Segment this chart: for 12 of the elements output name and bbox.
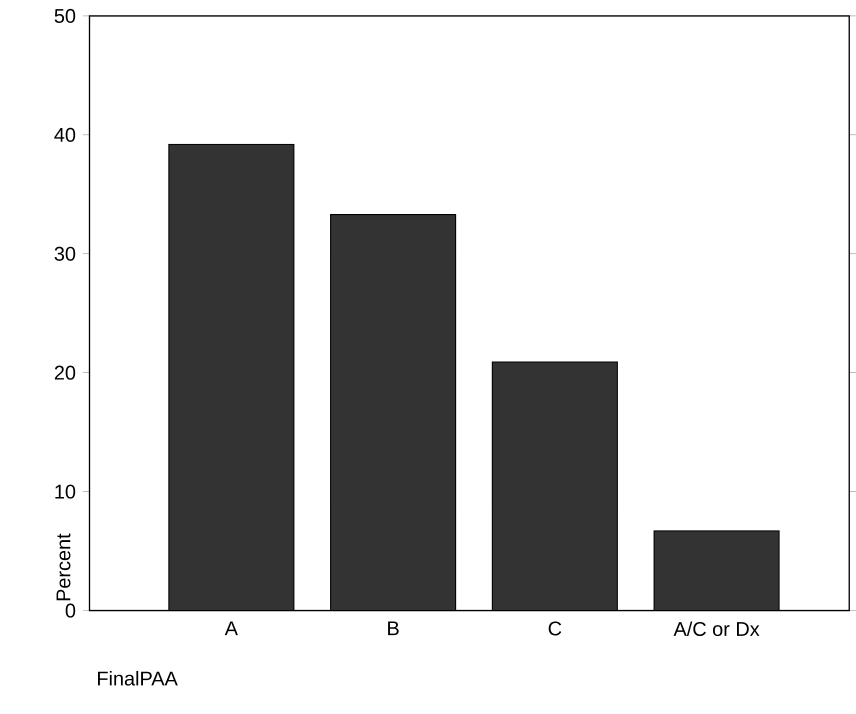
y-axis-title: Percent bbox=[56, 534, 70, 600]
y-tick-label: 0 bbox=[66, 604, 76, 618]
x-tick-label: B bbox=[388, 621, 399, 636]
x-tick-label: A bbox=[224, 621, 238, 636]
y-tick-label: 20 bbox=[54, 366, 76, 380]
y-tick-label: 40 bbox=[54, 128, 76, 142]
y-tick-label: 10 bbox=[55, 484, 76, 499]
x-tick-label: C bbox=[548, 621, 562, 636]
x-axis-title: FinalPAA bbox=[98, 670, 178, 686]
y-tick-label: 50 bbox=[54, 8, 76, 23]
x-tick-label: A/C or Dx bbox=[674, 621, 760, 636]
y-tick-label: 30 bbox=[54, 246, 76, 261]
